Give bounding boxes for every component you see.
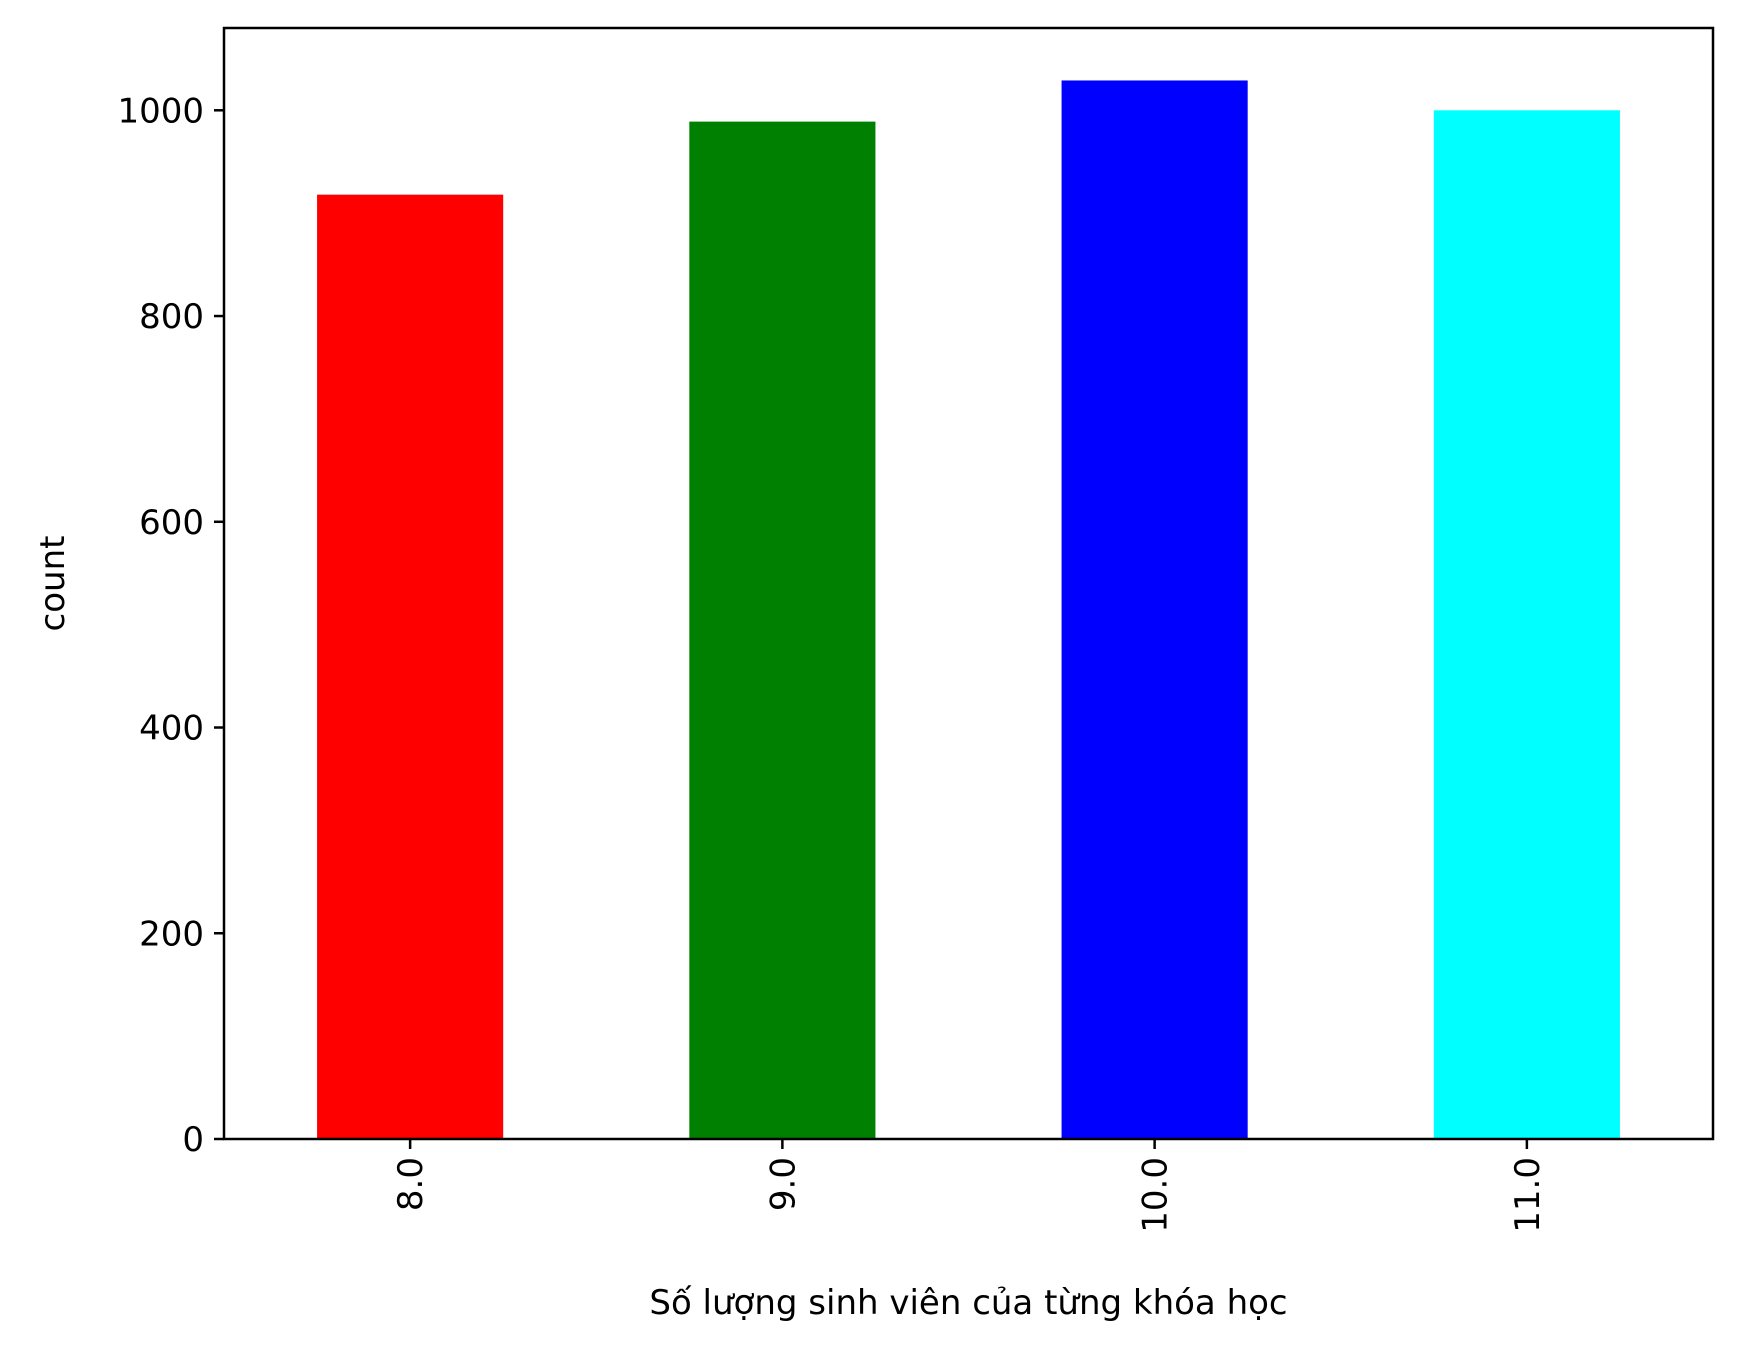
y-tick-label: 800 [139, 297, 204, 337]
bar-9.0 [689, 121, 876, 1139]
y-tick-label: 400 [139, 709, 204, 749]
x-tick-label: 8.0 [391, 1157, 431, 1211]
x-ticks-group: 8.0 9.0 10.0 11.0 [391, 1139, 1548, 1233]
x-axis-label: Số lượng sinh viên của từng khóa học [649, 1283, 1287, 1323]
x-tick-label: 10.0 [1136, 1157, 1176, 1233]
x-tick-label: 11.0 [1508, 1157, 1548, 1233]
bars-group [317, 80, 1620, 1140]
y-ticks-group: 0 200 400 600 800 1000 [117, 91, 224, 1160]
bar-11.0 [1433, 110, 1620, 1140]
y-tick-label: 1000 [117, 91, 204, 131]
y-tick-label: 600 [139, 503, 204, 543]
bar-8.0 [317, 194, 504, 1139]
y-tick-label: 200 [139, 914, 204, 954]
axes-frame [222, 26, 1715, 1141]
bar-10.0 [1061, 80, 1248, 1140]
y-tick-label: 0 [182, 1120, 204, 1160]
x-tick-label: 9.0 [763, 1157, 803, 1211]
y-axis-label: count [33, 536, 73, 632]
